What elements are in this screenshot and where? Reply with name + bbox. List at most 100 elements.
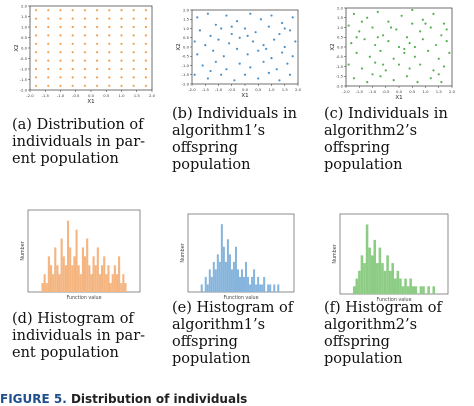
scatter-point — [96, 42, 99, 45]
histogram-bar — [212, 261, 215, 292]
y-tick-label: -1.0 — [182, 63, 190, 68]
scatter-point — [59, 42, 62, 45]
caption-line: offspring — [172, 140, 238, 156]
caption-line: population — [172, 351, 251, 367]
scatter-point — [96, 84, 99, 87]
scatter-point — [259, 18, 262, 21]
scatter-point — [47, 34, 50, 37]
histogram-bar — [41, 283, 44, 292]
scatter-point — [83, 42, 86, 45]
scatter-point — [283, 27, 286, 30]
scatter-point — [35, 67, 38, 71]
histogram-bar — [64, 265, 67, 292]
scatter-point — [132, 67, 135, 71]
histogram-bar — [277, 284, 280, 292]
scatter-point — [83, 51, 86, 54]
scatter-point — [243, 27, 247, 30]
caption-line: (e) Histogram of — [172, 300, 294, 316]
x-tick-label: -1.0 — [57, 93, 65, 98]
scatter-point — [120, 9, 123, 12]
x-tick-label: -2.0 — [26, 93, 34, 98]
histogram-bar — [245, 261, 248, 292]
scatter-point — [47, 51, 50, 54]
histogram-bar — [238, 276, 241, 292]
histogram-bar — [419, 286, 423, 294]
scatter-point — [96, 76, 99, 79]
scatter-point — [392, 57, 395, 60]
y-tick-label: 1.0 — [183, 26, 190, 31]
scatter-point — [379, 75, 382, 78]
scatter-point — [132, 42, 135, 45]
scatter-point — [278, 79, 281, 82]
x-tick-label: 0.5 — [409, 89, 416, 94]
scatter-point — [108, 9, 111, 12]
scatter-point — [108, 25, 111, 29]
x-axis-label: Function value — [66, 295, 101, 301]
y-tick-label: 2.0 — [183, 7, 190, 12]
histogram-bar — [267, 284, 270, 292]
scatter-point — [83, 67, 86, 71]
y-tick-label: 1.5 — [21, 14, 28, 19]
scatter-point — [400, 14, 403, 17]
histogram-bar — [90, 274, 93, 292]
scatter-point — [47, 84, 50, 87]
histogram-bar — [220, 224, 223, 292]
scatter-point — [270, 57, 273, 60]
histogram-bar — [432, 286, 436, 294]
scatter-point — [382, 34, 385, 37]
histogram-bar — [236, 269, 239, 292]
scatter-point — [440, 81, 443, 84]
x-tick-label: -2.0 — [342, 89, 350, 94]
histogram-bar — [411, 286, 415, 294]
scatter-point — [132, 59, 135, 62]
histogram-bar — [218, 261, 221, 292]
scatter-point — [389, 26, 393, 29]
scatter-point — [246, 53, 249, 56]
caption-line: individuals in par- — [12, 328, 146, 344]
histogram-bar — [365, 224, 369, 294]
histogram-bar — [253, 269, 256, 292]
caption-f: (f) Histogram of algorithm2’s offspring … — [324, 300, 474, 368]
histogram-bar — [214, 269, 217, 292]
histogram-bar — [56, 265, 59, 292]
y-tick-label: 2.0 — [337, 5, 344, 10]
scatter-point — [59, 59, 62, 62]
histogram-bar — [49, 265, 53, 292]
scatter-point — [246, 34, 249, 38]
scatter-point — [83, 9, 86, 12]
scatter-point — [424, 22, 427, 25]
x-tick-label: -0.5 — [228, 87, 236, 92]
histogram-bar — [210, 276, 213, 292]
scatter-point — [59, 84, 62, 87]
histogram-bar — [111, 274, 114, 292]
scatter-point — [291, 55, 294, 58]
y-tick-label: -1.0 — [336, 64, 344, 69]
x-axis-label: Function value — [376, 297, 411, 303]
scatter-point — [371, 26, 374, 29]
histogram-bar — [251, 276, 254, 292]
scatter-point — [275, 68, 278, 71]
scatter-point — [144, 34, 147, 37]
scatter-point — [249, 66, 252, 69]
histogram-bar — [427, 286, 430, 294]
scatter-point — [59, 17, 62, 20]
caption-line: population — [172, 157, 251, 173]
x-tick-label: -2.0 — [188, 87, 196, 92]
histogram-chart-f: Function value Number — [332, 213, 449, 303]
histogram-bar — [86, 238, 89, 292]
scatter-point — [35, 34, 38, 37]
scatter-point — [132, 76, 135, 79]
histogram-bar — [261, 284, 264, 292]
scatter-point — [230, 25, 233, 28]
scatter-point — [209, 69, 212, 73]
scatter-point — [392, 79, 395, 82]
scatter-point — [421, 38, 424, 41]
y-tick-label: 0.0 — [183, 44, 190, 49]
histogram-bar — [376, 263, 379, 294]
scatter-point — [132, 34, 135, 37]
scatter-point — [413, 45, 416, 49]
caption-c: (c) Individuals in algorithm2’s offsprin… — [324, 106, 474, 174]
x-tick-label: 0.0 — [242, 87, 249, 92]
scatter-point — [397, 63, 401, 66]
scatter-point — [212, 49, 215, 52]
